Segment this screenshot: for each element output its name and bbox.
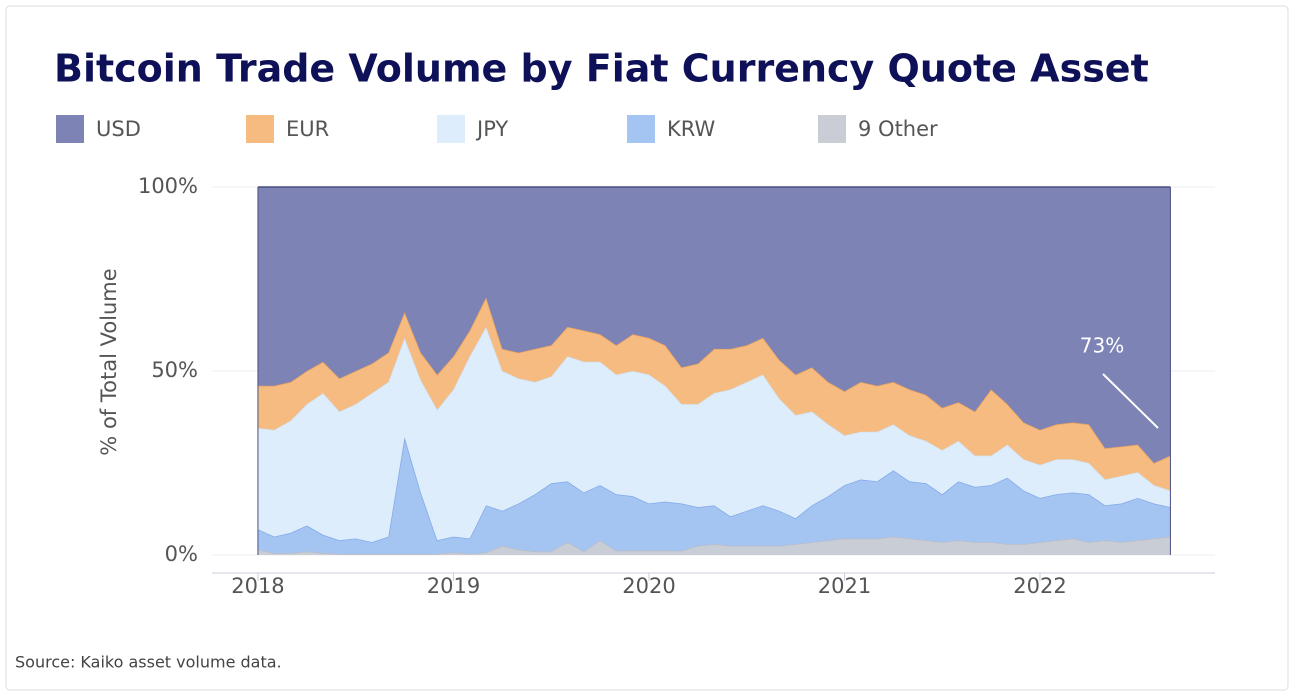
- legend-swatch: [56, 115, 84, 143]
- legend-label: USD: [96, 117, 141, 141]
- legend-swatch: [437, 115, 465, 143]
- legend-label: JPY: [475, 117, 508, 141]
- x-tick-label: 2018: [231, 574, 284, 598]
- source-note: Source: Kaiko asset volume data.: [15, 653, 282, 672]
- annotation: 73%: [1080, 334, 1124, 358]
- y-tick-label: 100%: [138, 174, 198, 198]
- x-tick-label: 2021: [818, 574, 871, 598]
- legend-swatch: [627, 115, 655, 143]
- area: [257, 536, 1171, 555]
- annotation-arrow: [1102, 373, 1159, 429]
- legend-swatch: [818, 115, 846, 143]
- y-tick-label: 0%: [165, 542, 198, 566]
- y-tick-label: 50%: [151, 358, 198, 382]
- area: [257, 326, 1171, 543]
- area: [257, 437, 1171, 554]
- chart-title: Bitcoin Trade Volume by Fiat Currency Qu…: [54, 47, 1149, 91]
- x-tick-label: 2020: [622, 574, 675, 598]
- legend-label: EUR: [286, 117, 329, 141]
- legend-label: KRW: [667, 117, 716, 141]
- x-tick-label: 2019: [427, 574, 480, 598]
- legend-swatch: [246, 115, 274, 143]
- plot: [212, 186, 1215, 556]
- legend-label: 9 Other: [858, 117, 938, 141]
- area: [257, 297, 1171, 491]
- x-tick-label: 2022: [1013, 574, 1066, 598]
- area: [257, 187, 1171, 463]
- y-axis-label: % of Total Volume: [97, 268, 121, 455]
